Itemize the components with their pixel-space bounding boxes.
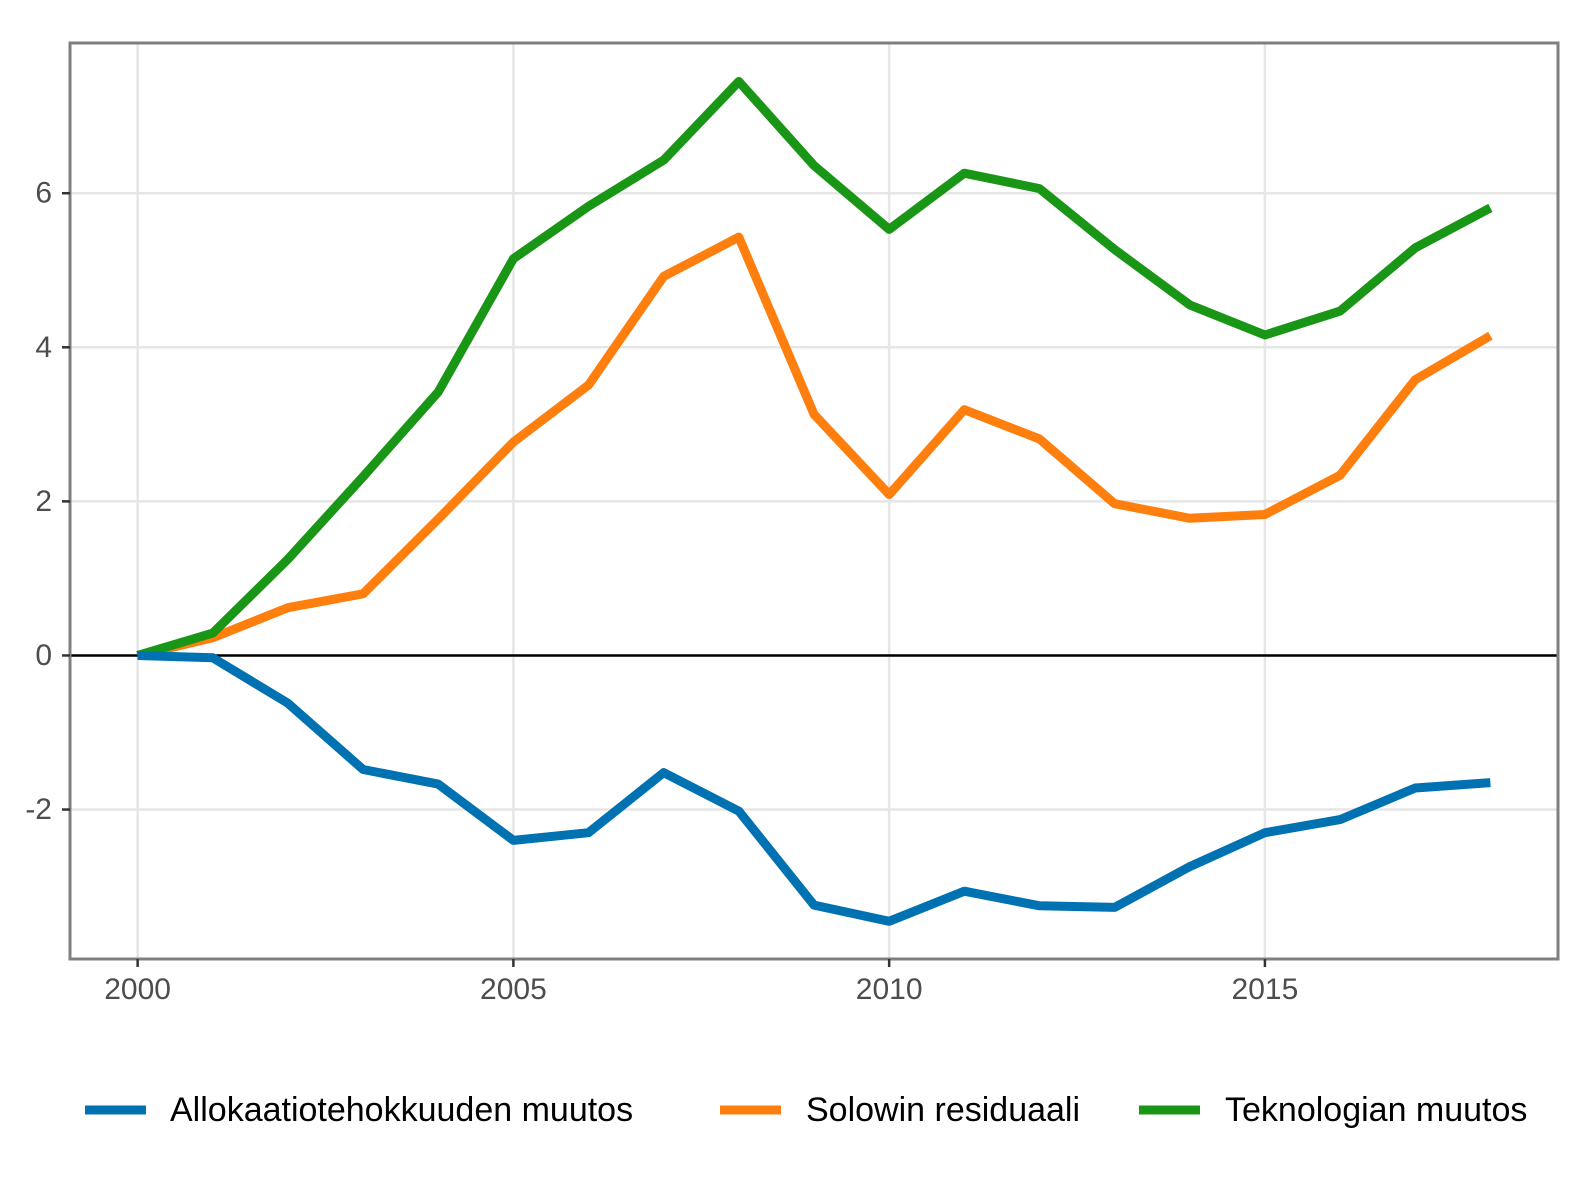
series-lines — [136, 77, 1493, 926]
legend-label-1: Allokaatiotehokkuuden muutos — [170, 1091, 633, 1129]
y-tick-label: 4 — [35, 331, 52, 364]
series-line-3 — [136, 77, 1493, 660]
y-tick-label: 2 — [35, 485, 52, 518]
y-axis: -2 0 2 4 6 — [25, 177, 70, 826]
x-tick-label: 2005 — [480, 973, 547, 1006]
y-tick-label: -2 — [25, 793, 52, 826]
legend-label-3: Teknologian muutos — [1225, 1091, 1527, 1129]
legend-label-2: Solowin residuaali — [806, 1091, 1080, 1129]
x-tick-label: 2000 — [104, 973, 171, 1006]
series-line-1 — [137, 651, 1491, 926]
y-tick-label: 6 — [35, 177, 52, 210]
x-tick-label: 2015 — [1232, 973, 1299, 1006]
x-tick-label: 2010 — [856, 973, 923, 1006]
x-axis: 2000 2005 2010 2015 — [104, 959, 1298, 1006]
y-tick-label: 0 — [35, 639, 52, 672]
series-line-2 — [136, 232, 1493, 660]
legend: Allokaatiotehokkuuden muutos Solowin resi… — [85, 1091, 1527, 1129]
